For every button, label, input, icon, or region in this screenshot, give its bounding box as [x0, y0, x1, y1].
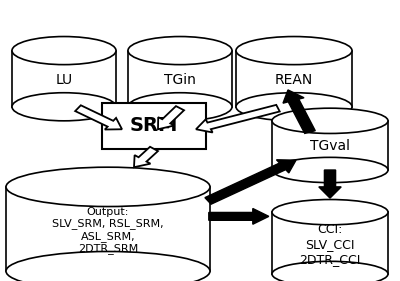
Polygon shape [6, 187, 210, 271]
Ellipse shape [12, 93, 116, 121]
Polygon shape [196, 105, 280, 132]
Ellipse shape [128, 37, 232, 65]
Polygon shape [272, 121, 388, 170]
Text: TGval: TGval [310, 139, 350, 153]
Text: CCI:
SLV_CCI
2DTR_CCI: CCI: SLV_CCI 2DTR_CCI [299, 223, 361, 266]
Polygon shape [319, 170, 341, 198]
Polygon shape [12, 51, 116, 107]
Polygon shape [205, 160, 296, 204]
Ellipse shape [6, 251, 210, 281]
Ellipse shape [272, 108, 388, 133]
Ellipse shape [128, 93, 232, 121]
Polygon shape [283, 90, 315, 133]
Polygon shape [158, 106, 184, 129]
Polygon shape [209, 209, 269, 224]
Text: LU: LU [56, 73, 72, 87]
Polygon shape [134, 147, 158, 167]
Text: SRM: SRM [130, 116, 178, 135]
Ellipse shape [6, 167, 210, 207]
Ellipse shape [236, 93, 352, 121]
Text: REAN: REAN [275, 73, 313, 87]
Polygon shape [272, 212, 388, 274]
Ellipse shape [236, 37, 352, 65]
Ellipse shape [272, 261, 388, 281]
Polygon shape [75, 105, 122, 130]
Bar [102, 103, 206, 149]
Polygon shape [128, 51, 232, 107]
Text: Output:
SLV_SRM, RSL_SRM,
ASL_SRM,
2DTR_SRM: Output: SLV_SRM, RSL_SRM, ASL_SRM, 2DTR_… [52, 207, 164, 255]
Ellipse shape [272, 157, 388, 183]
Polygon shape [236, 51, 352, 107]
Text: TGin: TGin [164, 73, 196, 87]
Ellipse shape [272, 200, 388, 225]
Ellipse shape [12, 37, 116, 65]
